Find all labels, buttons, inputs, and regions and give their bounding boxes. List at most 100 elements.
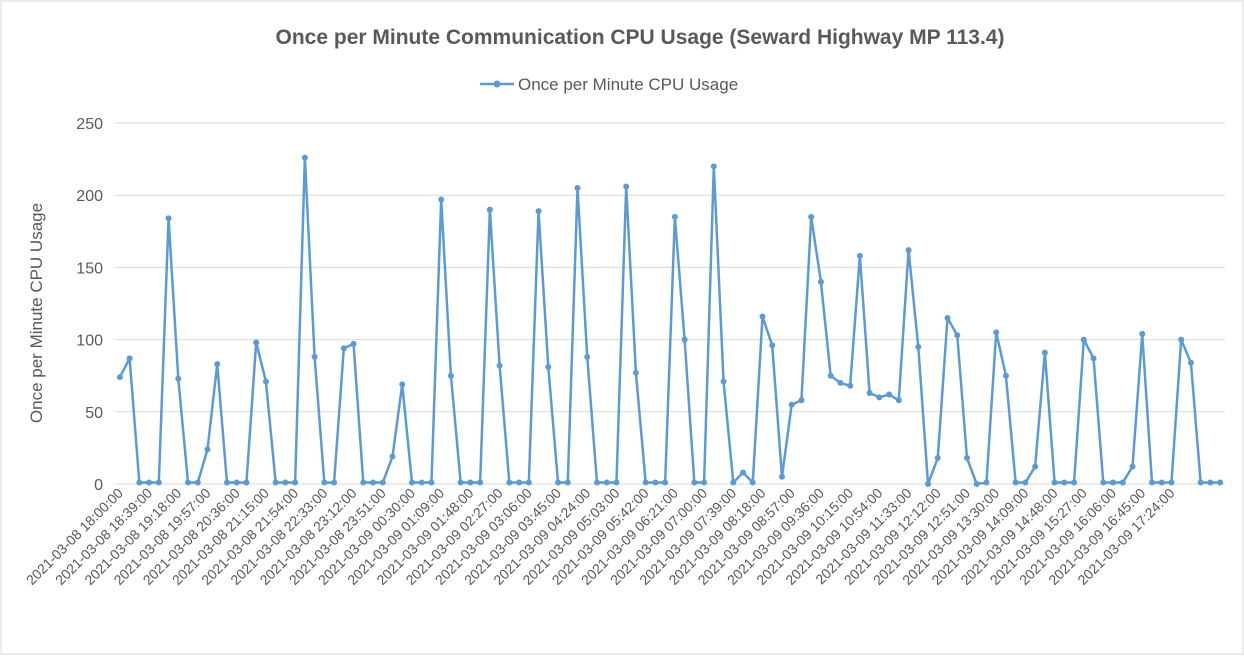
data-point [1090,355,1097,362]
data-point [146,479,153,486]
data-point [817,278,824,285]
data-point [272,479,279,486]
data-point [1168,479,1175,486]
data-point [399,381,406,388]
data-point [311,353,318,360]
data-point [165,215,172,222]
data-point [1022,479,1029,486]
legend-label: Once per Minute CPU Usage [518,75,738,94]
data-point [623,183,630,190]
data-point [584,353,591,360]
data-point [720,378,727,385]
data-point [545,364,552,371]
data-point [506,479,513,486]
data-point [516,479,523,486]
data-point [1139,330,1146,337]
data-point [185,479,192,486]
data-point [155,479,162,486]
data-point [1119,479,1126,486]
data-point [983,479,990,486]
data-point [798,397,805,404]
y-tick-label: 50 [85,405,103,422]
data-point [136,479,143,486]
data-point [886,391,893,398]
data-point [350,340,357,347]
data-point [769,342,776,349]
data-point [808,213,815,220]
data-point [1032,463,1039,470]
data-point [116,374,123,381]
chart-title: Once per Minute Communication CPU Usage … [276,26,1005,49]
data-point [438,196,445,203]
data-point [331,479,338,486]
data-point [204,446,211,453]
data-point [642,479,649,486]
data-point [1207,479,1214,486]
data-point [759,313,766,320]
data-point [292,479,299,486]
data-point [1197,479,1204,486]
y-tick-label: 150 [76,260,103,277]
data-point [428,479,435,486]
data-point [1012,479,1019,486]
y-tick-label: 0 [94,477,103,494]
data-point [243,479,250,486]
data-point [895,397,902,404]
data-point [876,394,883,401]
data-point [944,314,951,321]
data-point [652,479,659,486]
data-point [194,479,201,486]
data-point [662,479,669,486]
data-point [925,481,932,487]
data-point [866,390,873,397]
data-point [175,375,182,382]
data-point [681,336,688,343]
data-point [632,369,639,376]
data-point [827,372,834,379]
data-point [389,453,396,460]
data-point [525,479,532,486]
data-point [370,479,377,486]
data-point [847,382,854,389]
data-point [555,479,562,486]
data-point [418,479,425,486]
data-point [1071,479,1078,486]
data-point [837,379,844,386]
data-point [593,479,600,486]
data-point [788,401,795,408]
data-point [340,345,347,352]
data-point [1217,479,1224,486]
data-point [1148,479,1155,486]
data-point [360,479,367,486]
data-point [233,479,240,486]
data-point [1051,479,1058,486]
data-point [740,469,747,476]
data-point [1100,479,1107,486]
data-point [963,455,970,462]
data-point [749,479,756,486]
data-point [603,479,610,486]
y-tick-label: 250 [76,116,103,133]
data-point [477,479,484,486]
data-point [574,184,581,191]
data-point [253,339,260,346]
data-point [701,479,708,486]
data-point [710,163,717,170]
data-point [1002,372,1009,379]
data-point [1178,336,1185,343]
data-point [915,343,922,350]
data-point [496,362,503,369]
series-line [118,156,1221,486]
data-point [262,378,269,385]
data-point [1061,479,1068,486]
data-point [457,479,464,486]
data-point [934,455,941,462]
data-point [856,252,863,259]
data-point [408,479,415,486]
data-point [691,479,698,486]
y-tick-label: 100 [76,333,103,350]
data-point [905,247,912,254]
data-point [223,479,230,486]
data-point [1080,336,1087,343]
